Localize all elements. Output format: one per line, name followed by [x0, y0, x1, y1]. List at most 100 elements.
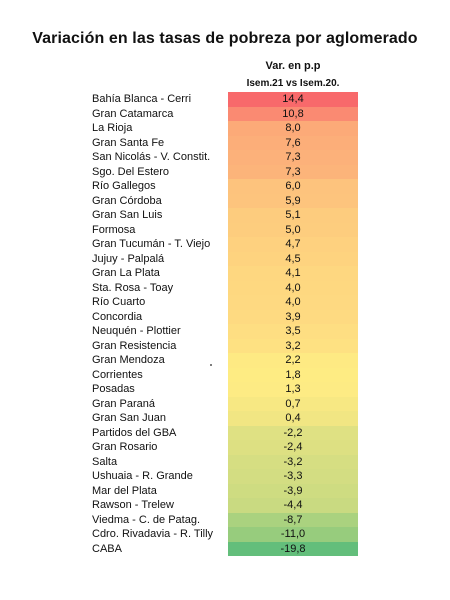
row-label: Corrientes: [92, 368, 143, 381]
value-cell: [228, 353, 358, 368]
row-value: -3,3: [283, 470, 303, 482]
row-label: Salta: [92, 455, 118, 468]
value-cell: [228, 193, 358, 208]
row-value: 1,8: [285, 368, 301, 381]
value-cell: [228, 512, 358, 527]
value-cell: [228, 324, 358, 339]
row-label: CABA: [92, 542, 122, 555]
value-cell: [228, 222, 358, 237]
row-value: -19,8: [280, 542, 306, 555]
value-cell: [228, 454, 358, 469]
row-value: 4,7: [285, 238, 301, 250]
row-label: Ushuaia - R. Grande: [92, 470, 193, 482]
value-cell: [228, 382, 358, 397]
value-cell: [228, 367, 358, 382]
row-label: Gran La Plata: [92, 267, 160, 279]
row-value: 8,0: [285, 122, 301, 134]
row-value: -2,4: [283, 441, 303, 453]
row-label: Partidos del GBA: [92, 426, 177, 439]
row-label: Gran San Luis: [92, 209, 163, 221]
row-value: 3,2: [285, 339, 301, 352]
value-cell: [228, 266, 358, 281]
row-value: 10,8: [282, 107, 304, 120]
value-cell: [228, 541, 358, 556]
row-value: 14,4: [282, 93, 304, 105]
value-cell: [228, 121, 358, 136]
row-value: -4,4: [283, 499, 303, 511]
row-value: 5,0: [285, 223, 301, 236]
value-cell: [228, 280, 358, 295]
row-value: 0,7: [285, 397, 301, 410]
column-subheader: Isem.21 vs Isem.20.: [246, 78, 340, 89]
value-cell: [228, 208, 358, 223]
row-value: 1,3: [285, 383, 301, 395]
row-value: -11,0: [280, 528, 306, 540]
row-label: Sta. Rosa - Toay: [92, 281, 174, 294]
value-cell: [228, 295, 358, 310]
row-value: 2,2: [285, 354, 301, 366]
value-cell: [228, 396, 358, 411]
value-cell: [228, 106, 358, 121]
row-label: Gran Rosario: [92, 441, 158, 453]
value-cell: [228, 251, 358, 266]
row-label: Concordia: [92, 310, 143, 323]
row-label: Neuquén - Plottier: [92, 325, 181, 337]
row-label: Viedma - C. de Patag.: [92, 513, 201, 526]
row-label: Gran San Juan: [92, 412, 166, 424]
row-value: 7,6: [285, 136, 301, 149]
row-value: 5,9: [285, 194, 301, 207]
row-label: Formosa: [92, 223, 136, 236]
row-value: 4,0: [285, 296, 301, 308]
value-cell: [228, 135, 358, 150]
value-cell: [228, 92, 358, 107]
stray-dot: [210, 364, 212, 366]
value-cell: [228, 440, 358, 455]
row-value: -3,2: [283, 455, 303, 468]
row-value: -2,2: [283, 426, 303, 439]
row-value: 3,5: [285, 325, 301, 337]
row-label: Río Gallegos: [92, 180, 156, 192]
row-value: 5,1: [285, 209, 301, 221]
chart-title: Variación en las tasas de pobreza por ag…: [32, 30, 418, 47]
row-value: 3,9: [285, 310, 301, 323]
row-value: 7,3: [285, 151, 301, 163]
row-value: -8,7: [283, 513, 303, 526]
row-label: Gran Córdoba: [92, 194, 162, 207]
row-label: Gran Mendoza: [92, 354, 165, 366]
row-label: Rawson - Trelew: [92, 499, 174, 511]
row-label: Posadas: [92, 383, 135, 395]
row-label: San Nicolás - V. Constit.: [92, 151, 211, 163]
row-value: 7,3: [285, 165, 301, 178]
value-cell: [228, 164, 358, 179]
row-label: Mar del Plata: [92, 484, 157, 497]
row-value: 4,1: [285, 267, 301, 279]
row-label: Cdro. Rivadavia - R. Tilly: [92, 528, 214, 540]
row-label: Sgo. Del Estero: [92, 165, 170, 178]
value-cell: [228, 150, 358, 165]
row-value: 6,0: [285, 180, 301, 192]
value-cell: [228, 498, 358, 513]
row-value: 4,0: [285, 281, 301, 294]
row-label: Gran Paraná: [92, 397, 155, 410]
value-cell: [228, 527, 358, 542]
row-label: Jujuy - Palpalá: [92, 252, 165, 265]
value-cell: [228, 309, 358, 324]
row-label: Bahía Blanca - Cerri: [92, 93, 192, 105]
value-cell: [228, 425, 358, 440]
value-cell: [228, 483, 358, 498]
row-label: Río Cuarto: [92, 296, 146, 308]
column-header: Var. en p.p: [265, 60, 321, 72]
value-cell: [228, 469, 358, 484]
row-value: -3,9: [283, 484, 303, 497]
row-label: Gran Resistencia: [92, 339, 177, 352]
row-label: Gran Catamarca: [92, 107, 174, 120]
row-label: Gran Tucumán - T. Viejo: [92, 238, 211, 250]
value-cell: [228, 179, 358, 194]
row-value: 4,5: [285, 252, 301, 265]
value-cell: [228, 411, 358, 426]
value-cell: [228, 237, 358, 252]
row-value: 0,4: [285, 412, 301, 424]
value-cell: [228, 338, 358, 353]
row-label: Gran Santa Fe: [92, 136, 165, 149]
